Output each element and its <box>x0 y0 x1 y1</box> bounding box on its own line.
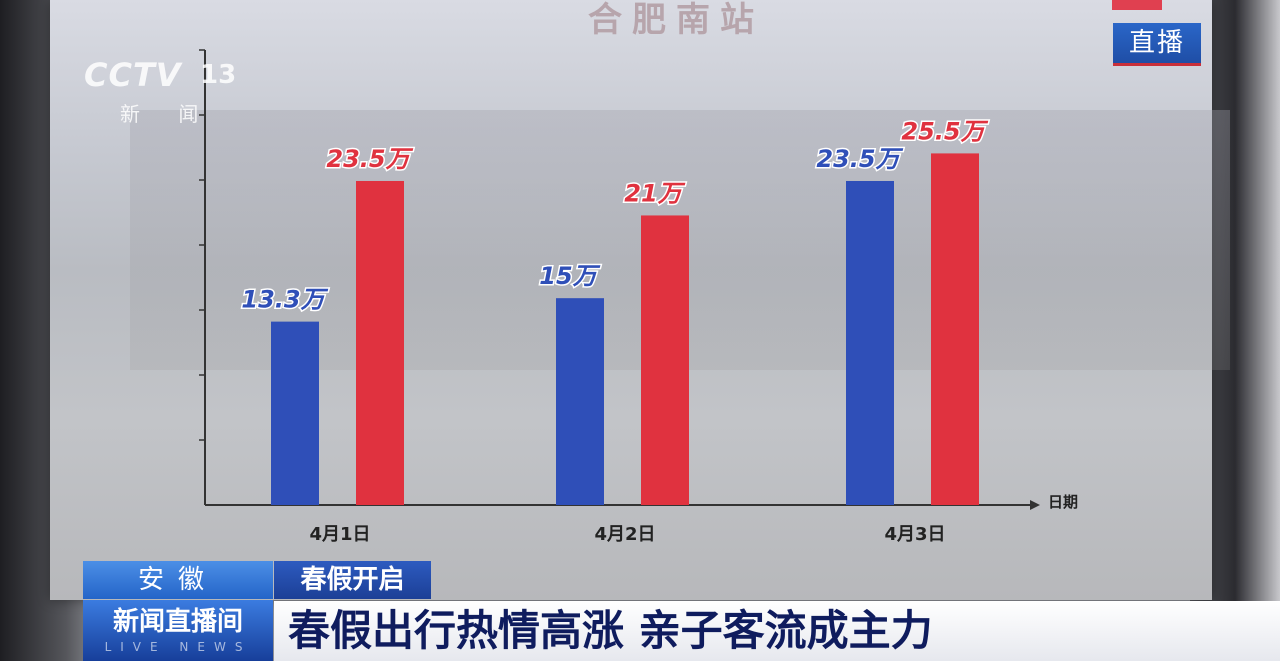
legend-swatch-red <box>1112 0 1162 10</box>
bar <box>641 215 689 506</box>
data-label: 25.5万 <box>901 117 988 145</box>
x-axis-arrow <box>1030 500 1040 510</box>
program-logo: 新闻直播间 LIVE NEWS <box>83 600 273 661</box>
program-name: 新闻直播间 <box>112 607 243 637</box>
headline: 春假出行热情高涨 亲子客流成主力 <box>274 601 1280 661</box>
bar <box>556 298 604 505</box>
region-tag: 安徽 <box>83 561 273 599</box>
data-label: 15万 <box>539 262 600 290</box>
data-label: 13.3万 <box>241 286 328 314</box>
bar <box>931 153 979 505</box>
channel-number: 13 <box>200 60 237 90</box>
topic-tag: 春假开启 <box>274 561 431 599</box>
x-tick-label: 4月2日 <box>594 524 655 545</box>
bar <box>271 321 319 505</box>
bar <box>356 180 404 505</box>
data-label: 23.5万 <box>816 145 903 173</box>
x-axis-label: 日期 <box>1048 493 1078 511</box>
cctv-logo: CCTV <box>84 56 182 94</box>
station-name: 合肥南站 <box>588 0 764 40</box>
bar <box>846 180 894 505</box>
data-label: 21万 <box>624 179 685 207</box>
channel-name: 新 闻 <box>120 102 215 126</box>
x-tick-label: 4月1日 <box>309 524 370 545</box>
x-tick-label: 4月3日 <box>884 524 945 545</box>
data-label: 23.5万 <box>326 145 413 173</box>
program-name-en: LIVE NEWS <box>104 640 252 654</box>
live-badge: 直播 <box>1113 23 1201 66</box>
